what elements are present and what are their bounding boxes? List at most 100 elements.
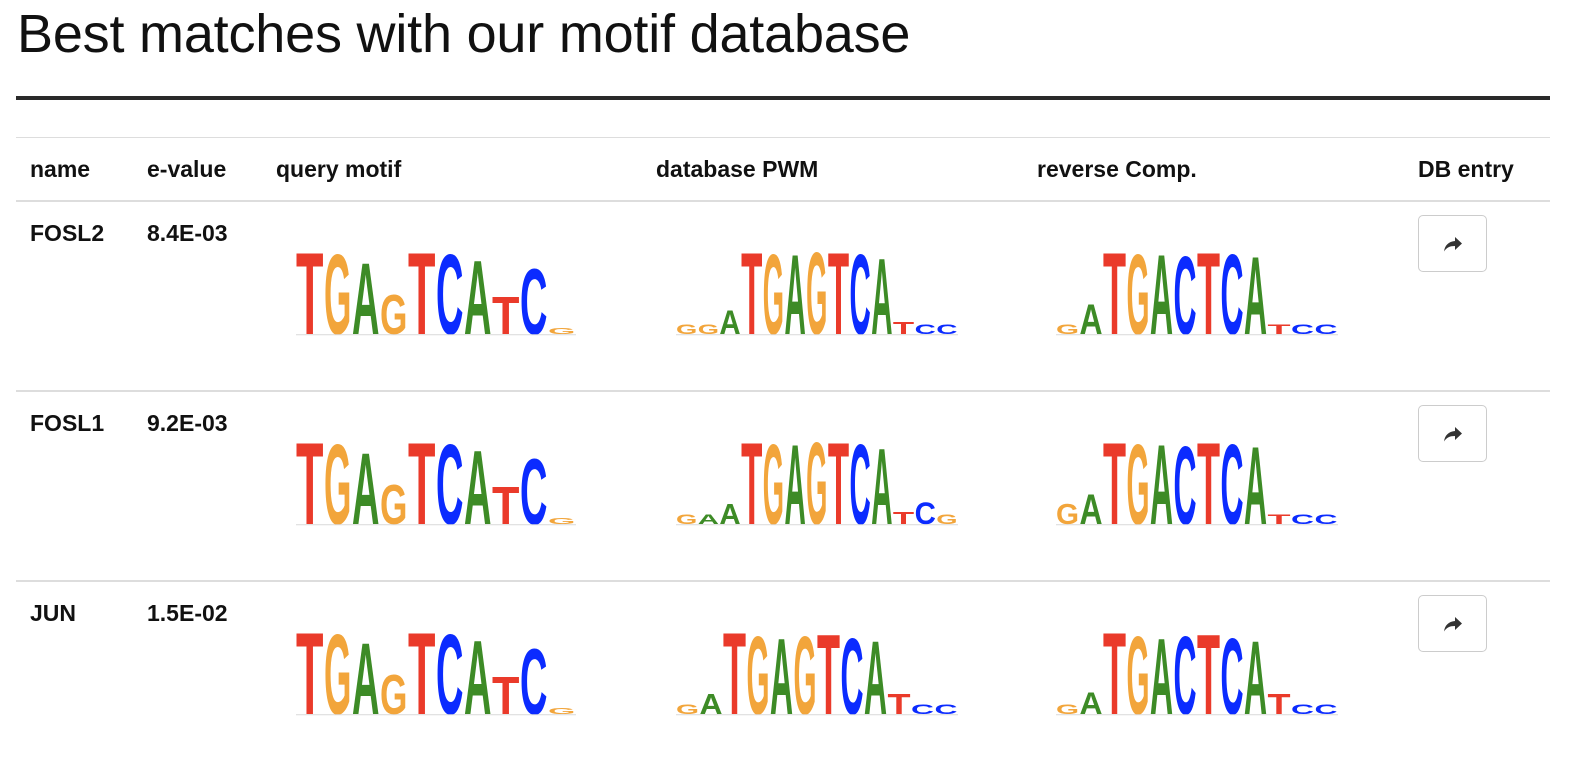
title-divider (16, 96, 1550, 100)
header-evalue: e-value (147, 156, 227, 182)
logo-base-A: A (352, 242, 379, 356)
logo-base-A: A (1244, 620, 1267, 736)
logo-base-T: T (408, 418, 435, 549)
logo-base-A: A (1244, 425, 1267, 549)
logo-base-A: A (352, 432, 379, 546)
logo-base-T: T (817, 610, 840, 738)
logo-base-C: C (1221, 616, 1244, 737)
logo-base-G: G (1127, 231, 1150, 358)
logo-base-C: C (1291, 702, 1314, 718)
logo-base-G: G (1127, 614, 1150, 738)
logo-base-C: C (436, 421, 463, 548)
header-query-motif: query motif (276, 156, 402, 182)
logo-base-T: T (1268, 511, 1292, 527)
logo-base-G: G (747, 614, 770, 738)
logo-base-A: A (1080, 685, 1103, 721)
logo-base-C: C (1174, 235, 1197, 359)
logo-base-A: A (871, 236, 892, 357)
logo-base-C: C (436, 231, 463, 358)
row-divider (16, 580, 1550, 582)
logo-base-C: C (915, 321, 937, 337)
logo-base-A: A (719, 499, 740, 530)
logo-base-C: C (1174, 425, 1197, 549)
logo-base-G: G (324, 611, 351, 738)
logo-base-C: C (520, 250, 547, 355)
logo-base-G: G (676, 321, 697, 337)
logo-base-T: T (1197, 229, 1220, 359)
share-arrow-icon (1443, 426, 1462, 441)
logo-base-T: T (492, 475, 519, 536)
motif-evalue: 9.2E-03 (147, 410, 228, 436)
motif-name: FOSL2 (30, 220, 105, 246)
logo-base-T: T (723, 609, 746, 739)
logo-base-C: C (1315, 322, 1338, 338)
header-database-pwm: database PWM (656, 156, 819, 182)
logo-base-G: G (794, 614, 817, 738)
logo-base-A: A (352, 622, 379, 736)
logo-base-T: T (1103, 419, 1126, 549)
logo-base-G: G (1127, 421, 1150, 548)
logo-base-T: T (741, 419, 762, 549)
logo-base-T: T (1103, 229, 1126, 359)
logo-base-C: C (1315, 512, 1338, 528)
logo-base-T: T (888, 689, 912, 721)
logo-base-C: C (436, 611, 463, 738)
logo-base-C: C (1291, 512, 1314, 528)
logo-base-T: T (408, 608, 435, 739)
db-entry-button[interactable] (1418, 215, 1487, 272)
logo-base-C: C (915, 496, 936, 531)
row-divider (16, 390, 1550, 392)
logo-base-T: T (296, 228, 323, 359)
logo-base-C: C (841, 616, 864, 737)
logo-base-A: A (1150, 420, 1173, 548)
logo-base-T: T (828, 229, 849, 359)
header-reverse-comp: reverse Comp. (1037, 156, 1197, 182)
table-top-border (16, 137, 1550, 138)
logo-base-A: A (864, 620, 887, 736)
logo-base-C: C (1315, 702, 1338, 718)
logo-base-C: C (1221, 230, 1244, 358)
logo-base-G: G (548, 516, 575, 525)
logo-base-T: T (296, 418, 323, 549)
logo-base-T: T (741, 229, 762, 359)
logo-base-A: A (784, 421, 805, 548)
db-entry-button[interactable] (1418, 595, 1487, 652)
logo-base-A: A (1080, 485, 1103, 533)
logo-base-A: A (1150, 230, 1173, 358)
logo-base-A: A (464, 618, 491, 736)
logo-base-G: G (548, 326, 575, 335)
logo-base-A: A (770, 616, 793, 737)
db-entry-button[interactable] (1418, 405, 1487, 462)
logo-base-T: T (492, 665, 519, 726)
share-arrow-icon (1443, 236, 1462, 251)
logo-base-G: G (763, 231, 784, 359)
logo-base-C: C (850, 231, 871, 358)
logo-base-A: A (1244, 235, 1267, 359)
logo-base-G: G (1056, 321, 1079, 337)
logo-base-A: A (698, 511, 720, 527)
page-title: Best matches with our motif database (17, 4, 911, 64)
motif-name: FOSL1 (30, 410, 105, 436)
logo-base-T: T (1268, 689, 1292, 721)
logo-base-C: C (520, 630, 547, 735)
motif-evalue: 8.4E-03 (147, 220, 228, 246)
logo-base-G: G (676, 701, 699, 717)
logo-base-A: A (700, 689, 723, 720)
logo-base-T: T (1268, 321, 1292, 337)
logo-base-T: T (1103, 609, 1126, 739)
logo-base-T: T (492, 285, 519, 346)
logo-base-A: A (784, 231, 805, 358)
logo-base-A: A (871, 426, 892, 547)
logo-base-T: T (1197, 610, 1220, 738)
logo-base-T: T (1197, 419, 1220, 549)
